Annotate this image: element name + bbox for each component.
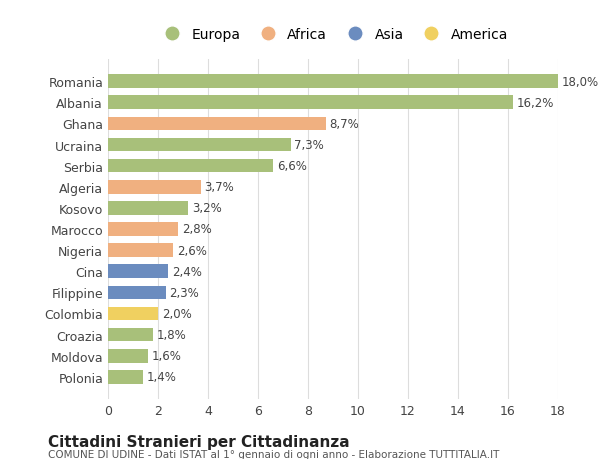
Text: Cittadini Stranieri per Cittadinanza: Cittadini Stranieri per Cittadinanza	[48, 434, 350, 449]
Text: 1,4%: 1,4%	[147, 370, 176, 384]
Bar	[108, 370, 143, 384]
Bar	[108, 75, 558, 89]
Text: 18,0%: 18,0%	[562, 75, 599, 89]
Text: 2,8%: 2,8%	[182, 223, 212, 236]
Text: 2,6%: 2,6%	[177, 244, 206, 257]
Bar	[108, 286, 166, 300]
Text: 2,0%: 2,0%	[162, 308, 191, 320]
Text: 8,7%: 8,7%	[329, 118, 359, 131]
Bar	[108, 244, 173, 257]
Bar	[108, 349, 148, 363]
Bar	[108, 96, 513, 110]
Text: 16,2%: 16,2%	[517, 96, 554, 110]
Bar	[108, 117, 325, 131]
Bar	[108, 265, 168, 279]
Text: 1,8%: 1,8%	[157, 328, 187, 341]
Text: 6,6%: 6,6%	[277, 160, 307, 173]
Legend: Europa, Africa, Asia, America: Europa, Africa, Asia, America	[152, 22, 514, 47]
Bar	[108, 328, 153, 342]
Text: 2,3%: 2,3%	[169, 286, 199, 299]
Text: 3,2%: 3,2%	[192, 202, 221, 215]
Bar	[108, 223, 178, 236]
Text: 7,3%: 7,3%	[294, 139, 324, 151]
Bar	[108, 307, 158, 321]
Text: 3,7%: 3,7%	[204, 181, 234, 194]
Bar	[108, 138, 290, 152]
Text: 2,4%: 2,4%	[172, 265, 202, 278]
Bar	[108, 180, 200, 194]
Text: COMUNE DI UDINE - Dati ISTAT al 1° gennaio di ogni anno - Elaborazione TUTTITALI: COMUNE DI UDINE - Dati ISTAT al 1° genna…	[48, 449, 499, 459]
Bar	[108, 159, 273, 173]
Bar	[108, 202, 188, 215]
Text: 1,6%: 1,6%	[152, 349, 182, 363]
